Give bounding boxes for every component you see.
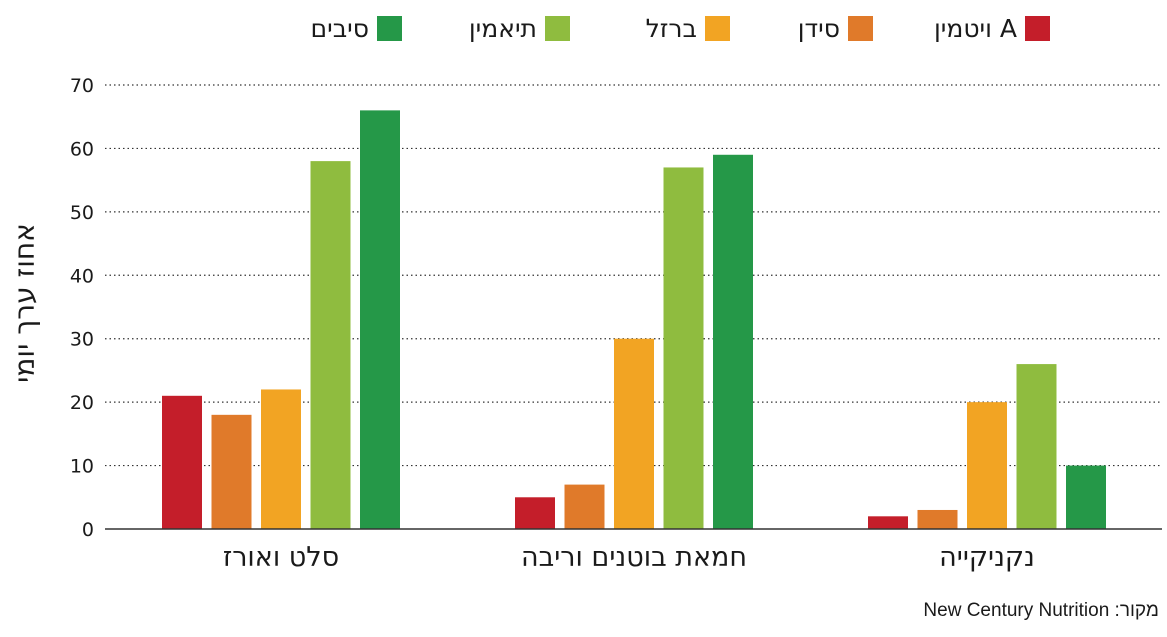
legend-swatch-4 [545, 16, 570, 41]
bar-1-3 [261, 389, 301, 529]
y-tick-label-50: 50 [70, 202, 94, 224]
bar-2-3 [614, 338, 654, 529]
legend-label-4: תיאמין [469, 14, 537, 43]
bar-1-5 [360, 110, 400, 529]
bar-3-1 [868, 516, 908, 529]
y-tick-label-30: 30 [70, 329, 94, 351]
bar-3-3 [967, 402, 1007, 529]
bar-2-5 [713, 154, 753, 529]
bar-2-4 [663, 167, 704, 529]
legend-label-1: ויטמין A [934, 14, 1017, 43]
legend-label-5: סיבים [311, 14, 369, 43]
y-tick-label-0: 0 [82, 519, 94, 541]
bar-1-2 [211, 414, 252, 529]
legend-swatch-3 [705, 16, 730, 41]
category-label-3: נקניקייה [939, 542, 1035, 573]
bar-1-4 [310, 161, 351, 529]
bar-3-5 [1066, 465, 1106, 529]
bar-2-2 [564, 484, 605, 529]
legend-swatch-1 [1025, 16, 1050, 41]
y-tick-label-70: 70 [70, 75, 94, 97]
legend-label-3: ברזל [646, 14, 697, 43]
legend: ויטמין A סידן ברזל תיאמין סיבים [311, 14, 1050, 43]
y-tick-label-40: 40 [70, 265, 94, 287]
category-label-1: סלט ואורז [223, 542, 339, 573]
legend-swatch-5 [377, 16, 402, 41]
source-label: מקור [1119, 600, 1159, 621]
y-tick-label-20: 20 [70, 392, 94, 414]
category-labels: סלט ואורז חמאת בוטנים וריבה נקניקייה [223, 542, 1035, 573]
bars [162, 110, 1106, 529]
y-axis-label: אחוז ערך יומי [8, 223, 41, 383]
y-tick-label-10: 10 [70, 456, 94, 478]
legend-swatch-2 [848, 16, 873, 41]
source-note: מקור: New Century Nutrition [923, 600, 1159, 621]
legend-label-2: סידן [798, 14, 840, 43]
y-axis-ticks: 0 10 20 30 40 50 60 70 [70, 75, 94, 541]
y-tick-label-60: 60 [70, 138, 94, 160]
bar-3-2 [917, 509, 958, 529]
bar-2-1 [515, 497, 555, 529]
category-label-2: חמאת בוטנים וריבה [521, 542, 747, 573]
bar-3-4 [1016, 364, 1057, 529]
bar-1-1 [162, 395, 202, 529]
source-text: New Century Nutrition [923, 600, 1110, 621]
